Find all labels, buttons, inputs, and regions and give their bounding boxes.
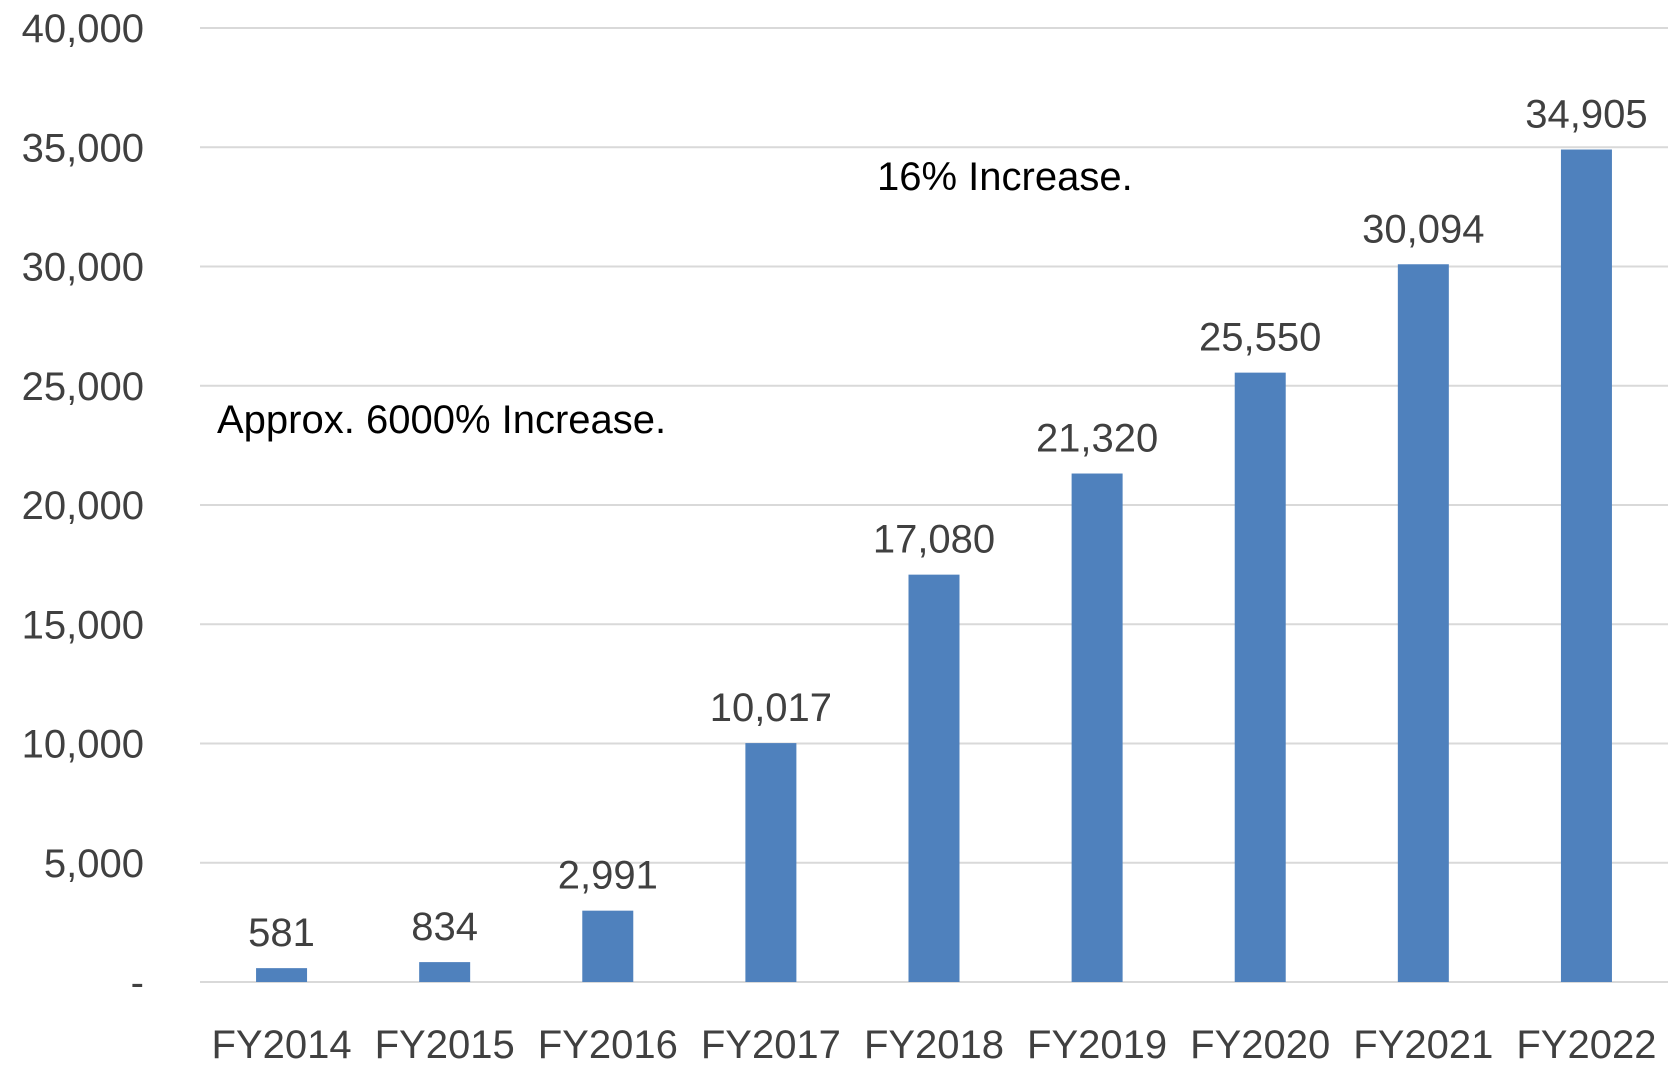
bar: [1071, 473, 1123, 982]
data-label: 30,094: [1362, 207, 1484, 251]
data-label: 17,080: [873, 518, 995, 562]
data-label: 25,550: [1199, 316, 1321, 360]
y-tick-label: 15,000: [22, 603, 144, 647]
y-tick-label: 40,000: [22, 7, 144, 51]
x-tick-label: FY2020: [1190, 1023, 1330, 1063]
annotation-approx-increase: Approx. 6000% Increase.: [217, 398, 667, 442]
data-label: 2,991: [558, 854, 658, 898]
x-tick-label: FY2021: [1353, 1023, 1493, 1063]
data-label: 10,017: [710, 686, 832, 730]
x-tick-label: FY2022: [1516, 1023, 1656, 1063]
y-tick-label: 5,000: [44, 842, 144, 886]
bar: [1397, 264, 1449, 983]
y-tick-label: 20,000: [22, 484, 144, 528]
data-label: 834: [411, 905, 478, 949]
y-tick-label: 10,000: [22, 723, 144, 767]
data-label: 581: [248, 911, 315, 955]
annotation-16-percent-increase: 16% Increase.: [877, 155, 1133, 199]
x-tick-label: FY2014: [212, 1023, 352, 1063]
bar: [1234, 372, 1286, 982]
data-label: 21,320: [1036, 417, 1158, 461]
x-tick-label: FY2019: [1027, 1023, 1167, 1063]
bar: [256, 968, 308, 982]
y-tick-label: -: [131, 961, 144, 1005]
y-tick-label: 25,000: [22, 365, 144, 409]
x-tick-label: FY2016: [538, 1023, 678, 1063]
bar: [419, 962, 471, 982]
bar: [745, 743, 797, 982]
bar: [908, 574, 960, 982]
data-label: 34,905: [1525, 93, 1647, 137]
x-tick-label: FY2015: [375, 1023, 515, 1063]
y-tick-label: 30,000: [22, 246, 144, 290]
bar: [582, 910, 634, 982]
x-tick-label: FY2018: [864, 1023, 1004, 1063]
bar: [1560, 149, 1612, 982]
x-tick-label: FY2017: [701, 1023, 841, 1063]
y-tick-label: 35,000: [22, 126, 144, 170]
